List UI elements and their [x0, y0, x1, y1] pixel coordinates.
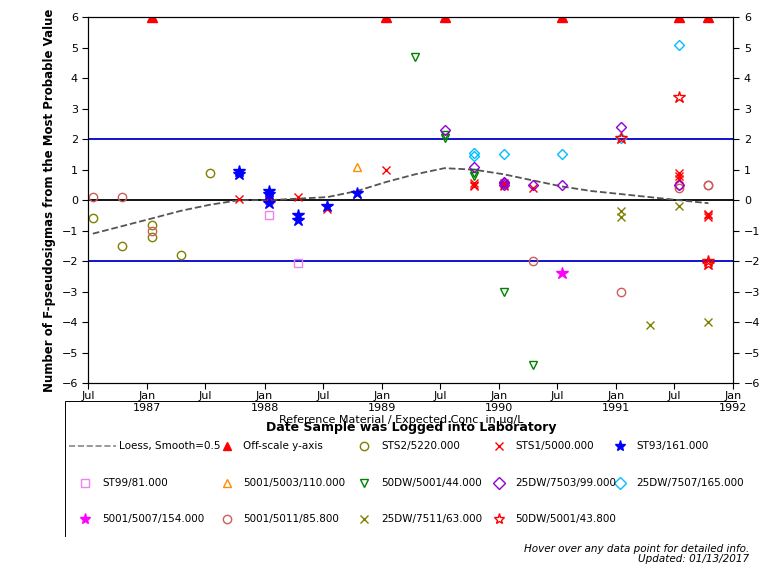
Text: 25DW/7507/165.000: 25DW/7507/165.000: [637, 478, 744, 488]
Text: Loess, Smooth=0.5: Loess, Smooth=0.5: [119, 441, 220, 451]
Text: 5001/5003/110.000: 5001/5003/110.000: [243, 478, 346, 488]
Text: Updated: 01/13/2017: Updated: 01/13/2017: [637, 555, 749, 564]
Text: STS1/5000.000: STS1/5000.000: [515, 441, 594, 451]
Text: 50DW/5001/43.800: 50DW/5001/43.800: [515, 514, 617, 524]
Text: ST93/161.000: ST93/161.000: [637, 441, 709, 451]
Text: ST99/81.000: ST99/81.000: [102, 478, 168, 488]
X-axis label: Date Sample was Logged into Laboratory: Date Sample was Logged into Laboratory: [266, 421, 556, 434]
Text: Off-scale y-axis: Off-scale y-axis: [243, 441, 323, 451]
Text: 5001/5007/154.000: 5001/5007/154.000: [102, 514, 204, 524]
Text: Reference Material / Expected Conc. in μg/L: Reference Material / Expected Conc. in μ…: [279, 415, 524, 425]
Text: 50DW/5001/44.000: 50DW/5001/44.000: [381, 478, 482, 488]
Text: Hover over any data point for detailed info.: Hover over any data point for detailed i…: [524, 544, 749, 554]
Text: 25DW/7511/63.000: 25DW/7511/63.000: [381, 514, 482, 524]
Text: STS2/5220.000: STS2/5220.000: [381, 441, 460, 451]
Text: 5001/5011/85.800: 5001/5011/85.800: [243, 514, 339, 524]
Y-axis label: Number of F-pseudosigmas from the Most Probable Value: Number of F-pseudosigmas from the Most P…: [43, 9, 56, 392]
Text: 25DW/7503/99.000: 25DW/7503/99.000: [515, 478, 617, 488]
